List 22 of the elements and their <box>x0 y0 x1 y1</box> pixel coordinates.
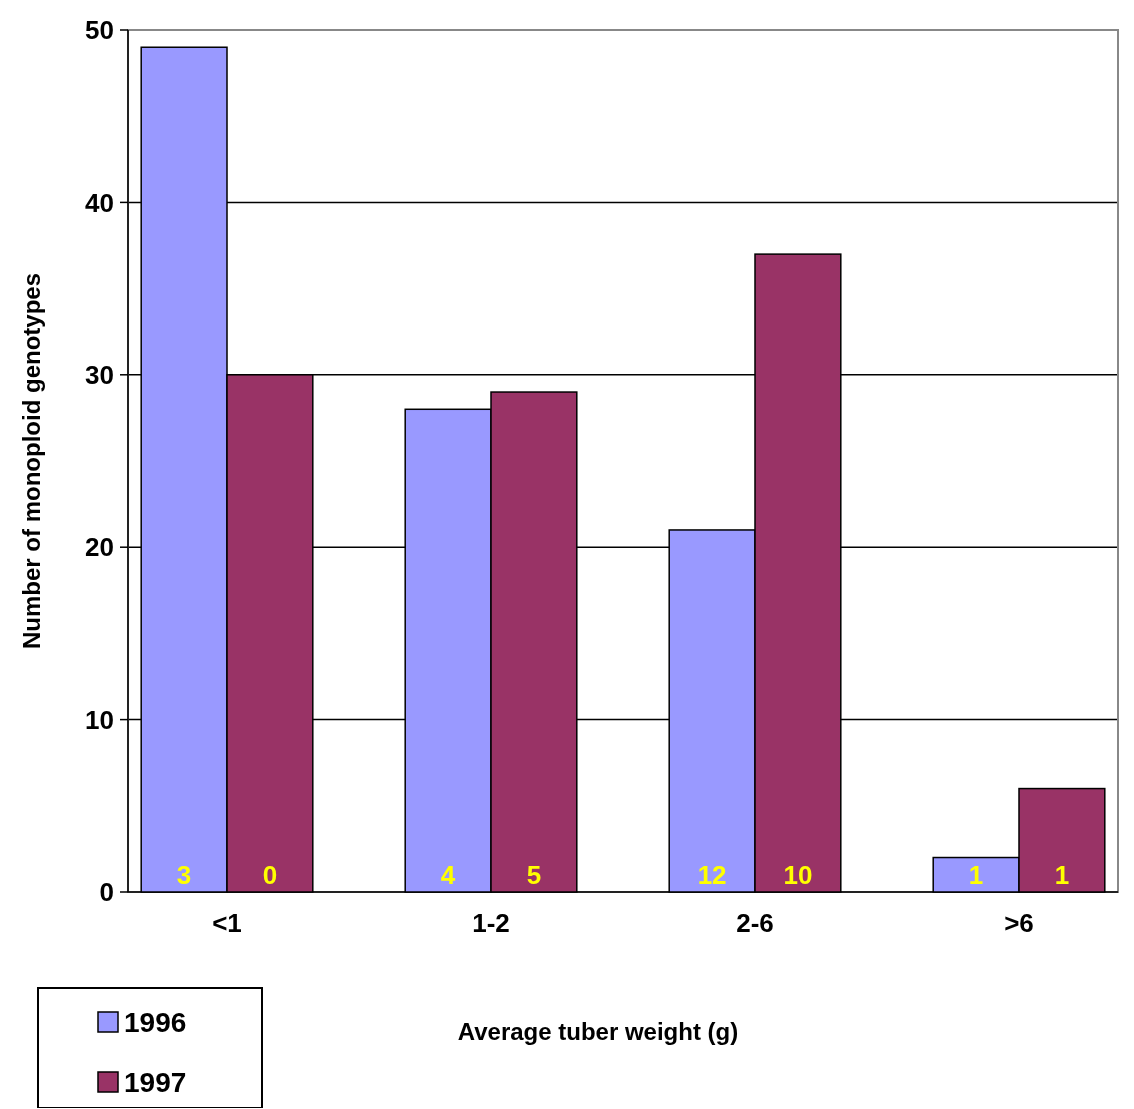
annotation: 0 <box>262 860 278 890</box>
y-axis-title: Number of monoploid genotypes <box>18 273 45 649</box>
annotation: 12 <box>697 860 727 890</box>
y-tick-label: 10 <box>85 704 114 735</box>
y-tick-label: 30 <box>85 359 114 390</box>
legend-label: 1996 <box>124 1006 187 1038</box>
x-tick-label: 1-2 <box>472 908 510 938</box>
x-tick-label: <1 <box>212 908 242 938</box>
x-axis-title: Average tuber weight (g) <box>457 1018 739 1045</box>
y-tick-label: 20 <box>85 532 114 563</box>
annotation: 4 <box>440 860 456 890</box>
x-tick-label: 2-6 <box>736 908 774 938</box>
y-tick-label: 0 <box>99 877 114 908</box>
x-tick-label: >6 <box>1004 908 1034 938</box>
annotation: 10 <box>783 860 813 890</box>
annotation: 1 <box>1054 860 1070 890</box>
annotation: 1 <box>968 860 984 890</box>
annotation: 3 <box>176 860 192 890</box>
legend-label: 1997 <box>124 1066 187 1098</box>
y-tick-label: 50 <box>85 15 114 46</box>
y-tick-label: 40 <box>85 187 114 218</box>
annotation: 5 <box>526 860 542 890</box>
